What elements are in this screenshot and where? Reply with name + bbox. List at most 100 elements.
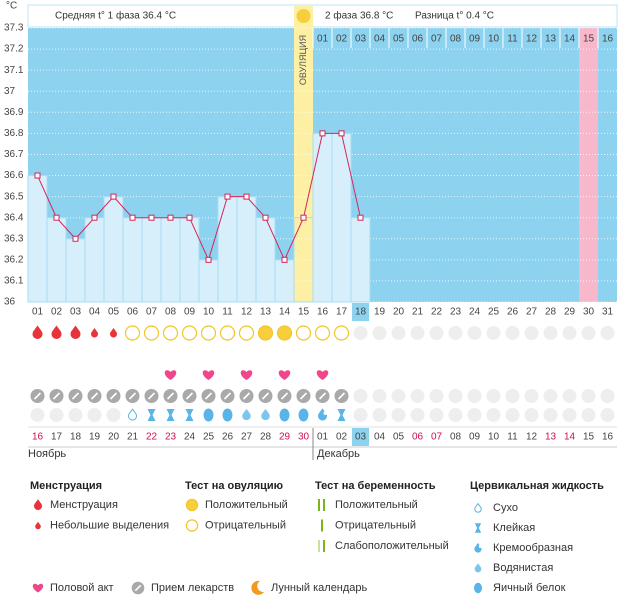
x-tick-label: 10 <box>203 307 215 318</box>
fluid-icon <box>166 409 175 421</box>
date-label: 20 <box>108 432 120 443</box>
temperature-bar <box>46 217 67 303</box>
phase2-day: 02 <box>336 34 348 45</box>
fluid-icon <box>222 408 233 422</box>
ovulation-icon <box>124 325 141 341</box>
drop-icon <box>91 328 98 338</box>
cervical-fluid-mark <box>128 408 137 421</box>
temperature-point <box>281 256 288 263</box>
x-tick-label: 14 <box>279 307 291 318</box>
pill-slash <box>223 392 232 400</box>
date-label: 26 <box>222 432 234 443</box>
x-tick-label: 31 <box>602 307 614 318</box>
temperature-bar <box>331 132 352 303</box>
date-label: 05 <box>393 432 405 443</box>
empty-slot <box>448 408 463 422</box>
ovulation-test-mark <box>181 325 198 341</box>
ovulation-test-mark <box>219 325 236 341</box>
heart-icon <box>278 370 291 380</box>
temperature-bar <box>312 132 333 303</box>
date-label: 12 <box>526 432 538 443</box>
y-tick-label: 36.8 <box>4 128 24 139</box>
date-label: 18 <box>70 432 82 443</box>
medication-mark <box>239 389 254 403</box>
temperature-bar <box>236 196 257 303</box>
pill-slash <box>204 392 213 400</box>
pill-slash <box>134 584 142 592</box>
legend-item: Отрицательный <box>205 519 286 531</box>
date-label: 11 <box>507 432 518 443</box>
legend-icon <box>474 582 482 594</box>
legend-icon <box>34 499 42 510</box>
fluid-icon <box>185 409 194 421</box>
ovulation-test-mark <box>238 325 255 341</box>
y-tick-label: 37 <box>4 86 16 97</box>
legend-item: Положительный <box>335 499 418 511</box>
pill-slash <box>109 392 118 400</box>
empty-slot <box>391 326 406 340</box>
pill-slash <box>52 392 61 400</box>
date-label: 30 <box>298 432 310 443</box>
y-tick-label: 37.2 <box>4 44 24 55</box>
y-tick-label: 36.3 <box>4 233 24 244</box>
x-tick-label: 01 <box>32 307 44 318</box>
fluid-icon <box>279 408 290 422</box>
phase2-day: 05 <box>393 34 405 45</box>
empty-slot <box>87 408 102 422</box>
heart-icon <box>316 370 329 380</box>
intercourse-mark <box>240 370 253 380</box>
fluid-icon <box>203 408 214 422</box>
ovulation-icon <box>185 498 199 512</box>
phase2-day: 12 <box>526 34 538 45</box>
medication-mark <box>68 389 83 403</box>
fluid-icon <box>318 408 328 421</box>
x-tick-label: 03 <box>70 307 82 318</box>
date-label: 02 <box>336 432 348 443</box>
date-label: 17 <box>51 432 63 443</box>
x-tick-label: 19 <box>374 307 386 318</box>
medication-mark <box>277 389 292 403</box>
empty-slot <box>68 408 83 422</box>
date-label: 13 <box>545 432 557 443</box>
legend-icon <box>474 502 482 513</box>
empty-slot <box>467 389 482 403</box>
fluid-icon <box>474 523 482 533</box>
medication-mark <box>258 389 273 403</box>
fluid-icon <box>242 408 251 421</box>
temperature-bar <box>141 217 162 303</box>
ovulation-label: ОВУЛЯЦИЯ <box>298 35 308 85</box>
empty-slot <box>429 326 444 340</box>
x-tick-label: 04 <box>89 307 101 318</box>
menstruation-mark <box>70 325 81 339</box>
temperature-point <box>34 172 41 179</box>
empty-slot <box>448 326 463 340</box>
ovulation-icon <box>238 325 255 341</box>
x-tick-label: 23 <box>450 307 462 318</box>
empty-slot <box>353 408 368 422</box>
date-label: 23 <box>165 432 177 443</box>
x-tick-label: 29 <box>564 307 576 318</box>
fluid-icon <box>298 408 309 422</box>
x-tick-label: 21 <box>412 307 424 318</box>
legend-icon <box>318 499 325 511</box>
date-label: 09 <box>469 432 481 443</box>
ovulation-icon <box>200 325 217 341</box>
phase1-average: Средняя t° 1 фаза 36.4 °C <box>55 10 176 22</box>
medication-mark <box>182 389 197 403</box>
phase2-day: 09 <box>469 34 481 45</box>
medication-mark <box>30 389 45 403</box>
pill-slash <box>318 392 327 400</box>
pill-slash <box>337 392 346 400</box>
empty-slot <box>410 389 425 403</box>
legend-title: Тест на беременность <box>315 480 436 492</box>
cervical-fluid-mark <box>242 408 251 421</box>
empty-slot <box>410 408 425 422</box>
legend-icon <box>321 519 323 532</box>
temperature-point <box>110 193 117 200</box>
fluid-icon <box>147 409 156 421</box>
legend-item: Лунный календарь <box>271 582 368 594</box>
pill-slash <box>185 392 194 400</box>
empty-slot <box>543 326 558 340</box>
date-label: 21 <box>127 432 139 443</box>
